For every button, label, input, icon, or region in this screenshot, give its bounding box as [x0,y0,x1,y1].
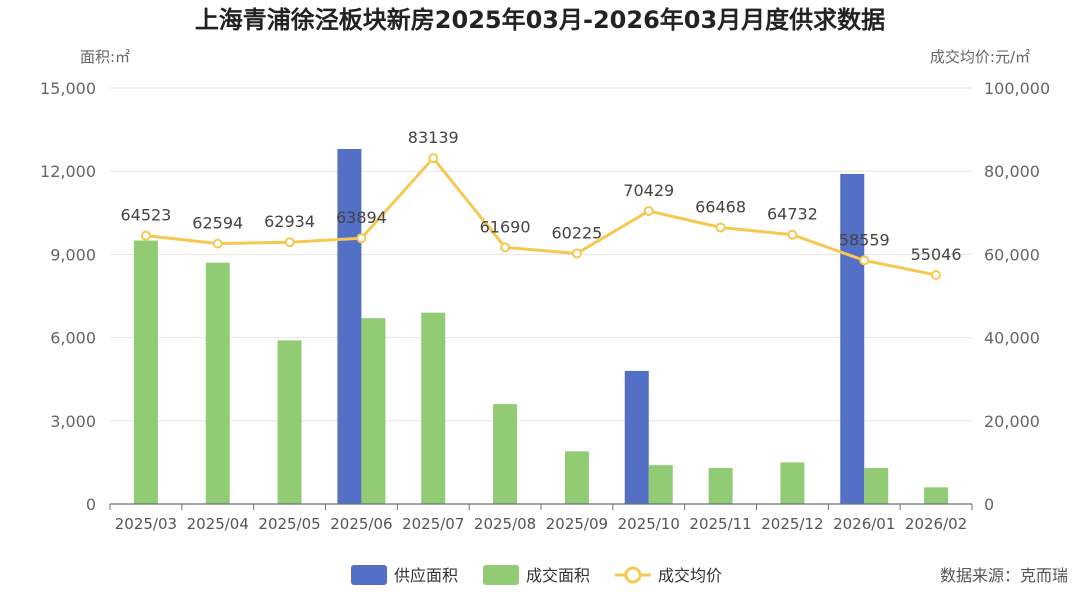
chart-title: 上海青浦徐泾板块新房2025年03月-2026年03月月度供求数据 [195,6,885,34]
legend-swatch-deal-area [483,565,519,585]
price-value-label: 55046 [911,245,962,264]
deal-area-bar [133,240,158,505]
left-tick-label: 6,000 [50,329,96,348]
x-tick-label: 2025/06 [330,515,392,533]
deal-area-bar [493,404,518,504]
x-axis: 2025/03 2025/04 2025/05 2025/06 2025/07 2025/… [109,503,973,533]
deal-area-bar [780,462,805,504]
left-axis-name: 面积:㎡ [80,48,130,66]
price-point [643,206,654,217]
legend-swatch-supply [351,565,387,585]
price-value-label: 70429 [623,181,674,200]
deal-area-bar [708,467,733,504]
left-tick-label: 9,000 [50,245,96,264]
legend-label-deal-area: 成交面积 [526,566,590,585]
price-point [859,255,870,266]
price-point [571,248,582,259]
price-line [140,153,942,281]
x-tick-label: 2025/04 [187,515,249,533]
gridlines [110,87,972,422]
price-value-label: 83139 [408,128,459,147]
x-tick-label: 2025/10 [618,515,680,533]
price-value-label: 62934 [264,212,315,231]
legend: 供应面积 成交面积 成交均价 [351,565,722,585]
bars [133,149,949,505]
data-source: 数据来源：克而瑞 [940,566,1068,585]
price-point [500,242,511,253]
deal-area-bar [421,312,446,504]
price-point [715,222,726,233]
legend-label-supply: 供应面积 [394,566,458,585]
x-tick-label: 2025/03 [115,515,177,533]
right-tick-label: 60,000 [984,245,1040,264]
price-polyline [145,155,937,277]
price-point [428,153,439,164]
price-point [356,233,367,244]
deal-area-bar [924,487,949,504]
right-tick-label: 100,000 [984,79,1050,98]
legend-label-price: 成交均价 [658,566,722,585]
price-value-label: 66468 [695,197,746,216]
right-axis-name: 成交均价:元/㎡ [930,48,1030,66]
left-axis-ticks: 0 3,000 6,000 9,000 12,000 15,000 [40,79,96,514]
price-point [787,229,798,240]
price-point [212,238,223,249]
price-value-label: 58559 [839,230,890,249]
deal-area-bar [564,451,589,504]
right-tick-label: 80,000 [984,162,1040,181]
price-value-label: 62594 [192,214,243,233]
price-point [931,270,942,281]
deal-area-bar [648,465,673,504]
right-axis-ticks: 0 20,000 40,000 60,000 80,000 100,000 [984,79,1050,514]
price-point [140,230,151,241]
supply-bar [624,370,649,504]
left-tick-label: 15,000 [40,79,96,98]
price-labels: 64523 62594 62934 63894 83139 61690 60225 70429… [120,128,961,264]
left-tick-label: 12,000 [40,162,96,181]
price-point [284,237,295,248]
deal-area-bar [361,318,386,504]
x-tick-label: 2025/09 [546,515,608,533]
legend-swatch-price-marker [624,566,642,584]
supply-bar [840,173,865,504]
x-tick-label: 2025/12 [761,515,823,533]
x-tick-label: 2026/02 [905,515,967,533]
right-tick-label: 20,000 [984,412,1040,431]
deal-area-bar [205,262,230,504]
price-value-label: 61690 [480,217,531,236]
price-value-label: 64523 [120,206,171,225]
left-tick-label: 0 [86,495,96,514]
price-value-label: 63894 [336,208,387,227]
supply-bar [337,149,362,504]
x-tick-label: 2025/07 [402,515,464,533]
x-tick-label: 2025/11 [689,515,751,533]
right-tick-label: 40,000 [984,329,1040,348]
deal-area-bar [864,467,889,504]
left-tick-label: 3,000 [50,412,96,431]
x-tick-label: 2025/05 [258,515,320,533]
deal-area-bar [277,340,302,504]
x-tick-label: 2025/08 [474,515,536,533]
price-value-label: 64732 [767,205,818,224]
x-tick-label: 2026/01 [833,515,895,533]
price-value-label: 60225 [551,223,602,242]
right-tick-label: 0 [984,495,994,514]
